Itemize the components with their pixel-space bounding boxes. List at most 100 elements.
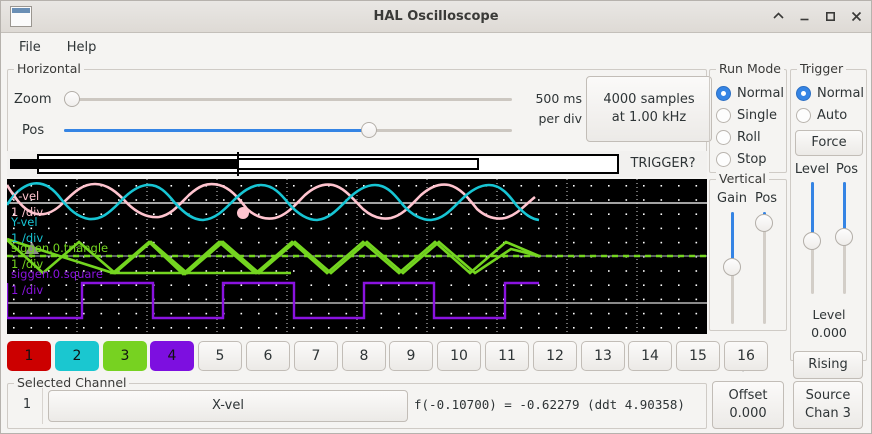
- channel-button-14[interactable]: 14: [628, 341, 672, 371]
- channel-pos-arrow: [25, 242, 39, 254]
- selected-channel-source-button[interactable]: X-vel: [48, 390, 408, 422]
- scope-display[interactable]: X-vel 1 /div Y-vel 1 /div siggen.0.trian…: [7, 179, 707, 334]
- timebase-readout: 500 ms per div: [520, 89, 582, 129]
- zoom-slider-knob[interactable]: [64, 91, 80, 107]
- radio-dot-icon: [716, 85, 731, 101]
- vertical-legend: Vertical: [716, 172, 769, 186]
- sample-rate-button[interactable]: 4000 samples at 1.00 kHz: [586, 76, 712, 142]
- trigger-level-value: 0.000: [811, 325, 847, 340]
- vertical-gain-knob[interactable]: [723, 258, 741, 276]
- channel-button-label: 16: [737, 348, 755, 364]
- horizontal-legend: Horizontal: [14, 62, 84, 76]
- trigger-source-button[interactable]: Source Chan 3: [793, 381, 863, 429]
- channel-button-5[interactable]: 5: [198, 341, 242, 371]
- radio-dot-icon: [796, 107, 811, 123]
- channel-button-10[interactable]: 10: [437, 341, 481, 371]
- menu-help[interactable]: Help: [66, 39, 97, 55]
- zoom-label: Zoom: [14, 92, 52, 107]
- run-mode-legend: Run Mode: [716, 62, 784, 76]
- channel-button-9[interactable]: 9: [389, 341, 433, 371]
- close-icon[interactable]: [850, 10, 863, 23]
- channel-button-label: 7: [311, 348, 321, 364]
- horizontal-pos-slider[interactable]: [64, 122, 512, 138]
- trigger-pos-slider[interactable]: [835, 182, 853, 294]
- run-mode-single[interactable]: Single: [716, 104, 784, 126]
- trigger-pos-knob[interactable]: [835, 228, 853, 246]
- offset-button[interactable]: Offset 0.000: [712, 381, 784, 429]
- trigger-normal[interactable]: Normal: [796, 82, 864, 104]
- minimize-icon[interactable]: [798, 10, 811, 23]
- title-bar: HAL Oscilloscope: [1, 1, 871, 33]
- trigger-normal-label: Normal: [817, 85, 865, 101]
- force-trigger-button[interactable]: Force: [795, 130, 863, 156]
- zoom-slider[interactable]: [64, 91, 512, 107]
- maximize-icon[interactable]: [824, 10, 837, 23]
- trigger-source-value: Chan 3: [805, 406, 851, 421]
- trigger-auto[interactable]: Auto: [796, 104, 864, 126]
- sample-count: 4000 samples: [603, 92, 695, 108]
- horizontal-frame: Horizontal Zoom Pos 500 ms per div 4000 …: [7, 62, 712, 177]
- run-mode-stop[interactable]: Stop: [716, 148, 784, 170]
- channel-button-6[interactable]: 6: [246, 341, 290, 371]
- channel-button-1[interactable]: 1: [7, 341, 51, 371]
- window-icon: [10, 6, 32, 27]
- sample-rate: at 1.00 kHz: [611, 110, 687, 125]
- run-mode-roll[interactable]: Roll: [716, 126, 784, 148]
- trigger-source-title: Source: [805, 388, 851, 404]
- menu-file[interactable]: File: [19, 39, 41, 55]
- channel-button-label: 15: [689, 348, 707, 364]
- channel-button-13[interactable]: 13: [581, 341, 625, 371]
- trace-siggen-triangle: [7, 237, 540, 276]
- channel-button-2[interactable]: 2: [55, 341, 99, 371]
- channel-button-label: 3: [120, 348, 130, 364]
- channel-button-4[interactable]: 4: [150, 341, 194, 371]
- channel-button-label: 5: [215, 348, 225, 364]
- channel-button-label: 9: [406, 348, 416, 364]
- vertical-gain-label: Gain: [717, 191, 747, 206]
- run-mode-stop-label: Stop: [737, 151, 767, 167]
- trigger-status: TRIGGER?: [630, 156, 696, 171]
- channel-button-label: 6: [263, 348, 273, 364]
- channel-button-label: 13: [594, 348, 612, 364]
- timebase-value: 500 ms: [535, 91, 582, 106]
- vertical-pos-knob[interactable]: [755, 214, 773, 232]
- shade-icon[interactable]: [772, 10, 785, 23]
- channel-button-label: 1: [24, 348, 34, 364]
- horizontal-pos-knob[interactable]: [361, 122, 377, 138]
- window-title: HAL Oscilloscope: [373, 9, 499, 24]
- vertical-gain-slider[interactable]: [723, 212, 741, 324]
- trace-y-vel: [7, 182, 540, 222]
- trigger-pos-slider-label: Pos: [835, 162, 859, 177]
- channel-button-11[interactable]: 11: [485, 341, 529, 371]
- trigger-level-title: Level: [812, 307, 846, 322]
- zoom-slider-track: [64, 98, 512, 101]
- channel-button-12[interactable]: 12: [533, 341, 577, 371]
- vertical-pos-label: Pos: [754, 191, 778, 206]
- trigger-frame: Trigger Normal Auto Force Level Pos Leve: [790, 62, 867, 361]
- selected-channel-readout: f(-0.10700) = -0.62279 (ddt 4.90358): [414, 397, 685, 412]
- channel-button-8[interactable]: 8: [342, 341, 386, 371]
- selected-channel-frame: Selected Channel 1 X-vel f(-0.10700) = -…: [7, 376, 707, 429]
- menu-bar: File Help: [1, 33, 871, 61]
- trigger-level-readout: Level 0.000: [793, 306, 865, 342]
- channel-button-3[interactable]: 3: [103, 341, 147, 371]
- trigger-pos-fill: [843, 182, 846, 236]
- vertical-pos-track: [763, 212, 766, 324]
- offset-title: Offset: [728, 388, 768, 404]
- timebase-unit: per div: [538, 111, 582, 126]
- channel-button-label: 4: [167, 348, 177, 364]
- sample-buffer-bar[interactable]: [7, 151, 707, 177]
- window-controls: [772, 1, 863, 32]
- vertical-gain-fill: [731, 212, 734, 266]
- trigger-level-knob[interactable]: [803, 232, 821, 250]
- trigger-level-slider[interactable]: [803, 182, 821, 294]
- channel-button-7[interactable]: 7: [294, 341, 338, 371]
- run-mode-normal[interactable]: Normal: [716, 82, 784, 104]
- scope-canvas: [7, 179, 707, 334]
- trigger-level-fill: [811, 182, 814, 240]
- trigger-edge-button[interactable]: Rising: [793, 351, 863, 379]
- channel-button-16[interactable]: 16: [724, 341, 768, 371]
- pos-label: Pos: [22, 123, 45, 138]
- vertical-pos-slider[interactable]: [755, 212, 773, 324]
- channel-button-15[interactable]: 15: [676, 341, 720, 371]
